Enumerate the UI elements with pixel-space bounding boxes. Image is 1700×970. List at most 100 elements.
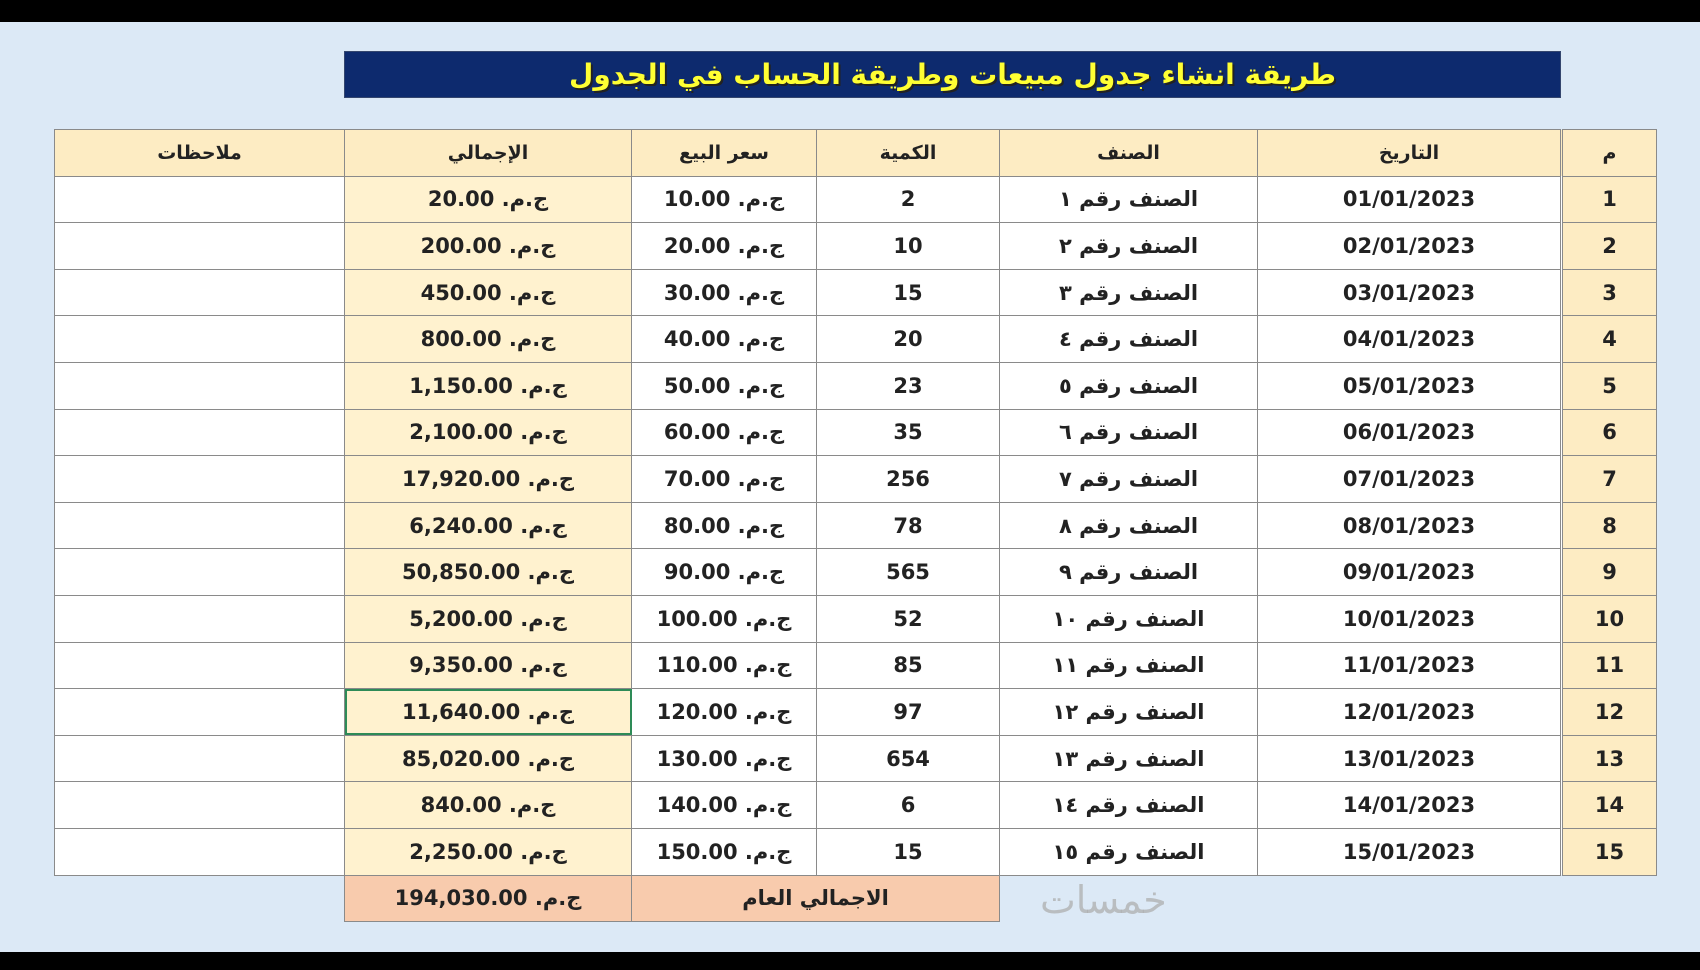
cell-qty[interactable]: 15 <box>816 268 1000 317</box>
cell-date[interactable]: 11/01/2023 <box>1257 641 1562 690</box>
cell-item[interactable]: الصنف رقم ١٢ <box>999 688 1258 736</box>
cell-num[interactable]: 13 <box>1560 734 1657 783</box>
cell-total[interactable]: ج.م. 85,020.00 <box>344 734 632 783</box>
cell-total[interactable]: ج.م. 450.00 <box>344 268 632 317</box>
cell-total[interactable]: ج.م. 5,200.00 <box>344 594 632 643</box>
cell-item[interactable]: الصنف رقم ١١ <box>999 641 1258 690</box>
cell-price[interactable]: ج.م. 20.00 <box>631 222 817 270</box>
cell-notes[interactable] <box>54 827 345 876</box>
cell-notes[interactable] <box>54 175 345 224</box>
cell-total[interactable]: ج.م. 9,350.00 <box>344 641 632 690</box>
cell-num[interactable]: 11 <box>1560 641 1657 690</box>
cell-date[interactable]: 06/01/2023 <box>1257 408 1562 457</box>
cell-item[interactable]: الصنف رقم ١ <box>999 175 1258 224</box>
cell-num[interactable]: 14 <box>1560 781 1657 829</box>
cell-date[interactable]: 08/01/2023 <box>1257 501 1562 550</box>
cell-item[interactable]: الصنف رقم ١٣ <box>999 734 1258 783</box>
cell-num[interactable]: 7 <box>1560 455 1657 503</box>
cell-price[interactable]: ج.م. 70.00 <box>631 455 817 503</box>
cell-qty[interactable]: 256 <box>816 455 1000 503</box>
cell-num[interactable]: 8 <box>1560 501 1657 550</box>
cell-total[interactable]: ج.م. 1,150.00 <box>344 361 632 410</box>
cell-notes[interactable] <box>54 734 345 783</box>
cell-qty[interactable]: 654 <box>816 734 1000 783</box>
cell-qty[interactable]: 6 <box>816 781 1000 829</box>
cell-qty[interactable]: 78 <box>816 501 1000 550</box>
cell-notes[interactable] <box>54 641 345 690</box>
grand-total-value[interactable]: ج.م. 194,030.00 <box>344 874 632 923</box>
cell-notes[interactable] <box>54 222 345 270</box>
cell-num[interactable]: 2 <box>1560 222 1657 270</box>
cell-qty[interactable]: 20 <box>816 315 1000 363</box>
cell-qty[interactable]: 2 <box>816 175 1000 224</box>
cell-notes[interactable] <box>54 361 345 410</box>
cell-item[interactable]: الصنف رقم ١٥ <box>999 827 1258 876</box>
cell-price[interactable]: ج.م. 40.00 <box>631 315 817 363</box>
cell-price[interactable]: ج.م. 50.00 <box>631 361 817 410</box>
cell-qty[interactable]: 23 <box>816 361 1000 410</box>
cell-total[interactable]: ج.م. 17,920.00 <box>344 455 632 503</box>
cell-total[interactable]: ج.م. 11,640.00 <box>344 688 632 736</box>
cell-num[interactable]: 4 <box>1560 315 1657 363</box>
cell-qty[interactable]: 85 <box>816 641 1000 690</box>
cell-num[interactable]: 3 <box>1560 268 1657 317</box>
cell-price[interactable]: ج.م. 150.00 <box>631 827 817 876</box>
cell-qty[interactable]: 97 <box>816 688 1000 736</box>
cell-qty[interactable]: 15 <box>816 827 1000 876</box>
cell-notes[interactable] <box>54 455 345 503</box>
cell-total[interactable]: ج.م. 800.00 <box>344 315 632 363</box>
cell-date[interactable]: 15/01/2023 <box>1257 827 1562 876</box>
cell-date[interactable]: 01/01/2023 <box>1257 175 1562 224</box>
cell-item[interactable]: الصنف رقم ٩ <box>999 548 1258 596</box>
cell-date[interactable]: 05/01/2023 <box>1257 361 1562 410</box>
cell-item[interactable]: الصنف رقم ١٠ <box>999 594 1258 643</box>
cell-total[interactable]: ج.م. 2,100.00 <box>344 408 632 457</box>
cell-qty[interactable]: 565 <box>816 548 1000 596</box>
cell-price[interactable]: ج.م. 30.00 <box>631 268 817 317</box>
cell-notes[interactable] <box>54 315 345 363</box>
cell-date[interactable]: 07/01/2023 <box>1257 455 1562 503</box>
cell-total[interactable]: ج.م. 20.00 <box>344 175 632 224</box>
cell-price[interactable]: ج.م. 10.00 <box>631 175 817 224</box>
cell-qty[interactable]: 52 <box>816 594 1000 643</box>
cell-item[interactable]: الصنف رقم ١٤ <box>999 781 1258 829</box>
cell-item[interactable]: الصنف رقم ٢ <box>999 222 1258 270</box>
cell-item[interactable]: الصنف رقم ٣ <box>999 268 1258 317</box>
cell-price[interactable]: ج.م. 110.00 <box>631 641 817 690</box>
cell-qty[interactable]: 35 <box>816 408 1000 457</box>
cell-price[interactable]: ج.م. 80.00 <box>631 501 817 550</box>
cell-price[interactable]: ج.م. 140.00 <box>631 781 817 829</box>
cell-item[interactable]: الصنف رقم ٨ <box>999 501 1258 550</box>
cell-notes[interactable] <box>54 268 345 317</box>
cell-date[interactable]: 14/01/2023 <box>1257 781 1562 829</box>
cell-notes[interactable] <box>54 781 345 829</box>
cell-notes[interactable] <box>54 548 345 596</box>
cell-item[interactable]: الصنف رقم ٤ <box>999 315 1258 363</box>
cell-date[interactable]: 02/01/2023 <box>1257 222 1562 270</box>
cell-notes[interactable] <box>54 688 345 736</box>
cell-num[interactable]: 9 <box>1560 548 1657 596</box>
cell-date[interactable]: 09/01/2023 <box>1257 548 1562 596</box>
cell-notes[interactable] <box>54 408 345 457</box>
cell-total[interactable]: ج.م. 6,240.00 <box>344 501 632 550</box>
cell-total[interactable]: ج.م. 200.00 <box>344 222 632 270</box>
cell-date[interactable]: 13/01/2023 <box>1257 734 1562 783</box>
cell-date[interactable]: 10/01/2023 <box>1257 594 1562 643</box>
cell-num[interactable]: 1 <box>1560 175 1657 224</box>
cell-total[interactable]: ج.م. 840.00 <box>344 781 632 829</box>
cell-qty[interactable]: 10 <box>816 222 1000 270</box>
cell-date[interactable]: 04/01/2023 <box>1257 315 1562 363</box>
cell-num[interactable]: 6 <box>1560 408 1657 457</box>
cell-price[interactable]: ج.م. 60.00 <box>631 408 817 457</box>
cell-date[interactable]: 12/01/2023 <box>1257 688 1562 736</box>
cell-num[interactable]: 10 <box>1560 594 1657 643</box>
cell-num[interactable]: 15 <box>1560 827 1657 876</box>
cell-notes[interactable] <box>54 594 345 643</box>
cell-total[interactable]: ج.م. 2,250.00 <box>344 827 632 876</box>
cell-price[interactable]: ج.م. 90.00 <box>631 548 817 596</box>
cell-price[interactable]: ج.م. 130.00 <box>631 734 817 783</box>
cell-item[interactable]: الصنف رقم ٦ <box>999 408 1258 457</box>
cell-total[interactable]: ج.م. 50,850.00 <box>344 548 632 596</box>
cell-num[interactable]: 12 <box>1560 688 1657 736</box>
cell-item[interactable]: الصنف رقم ٧ <box>999 455 1258 503</box>
